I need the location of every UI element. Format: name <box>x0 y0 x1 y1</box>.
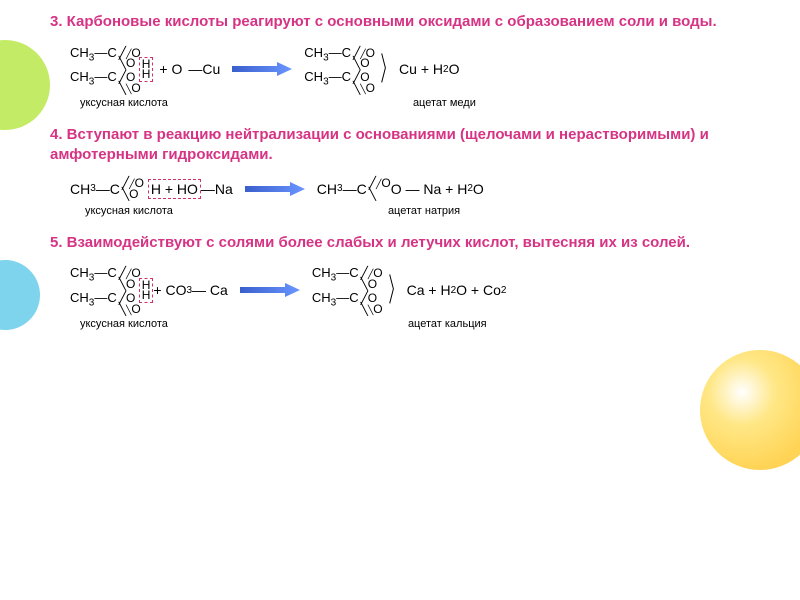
label-reactant: уксусная кислота <box>85 205 173 217</box>
section-3-title: 3. Карбоновые кислоты реагируют с основн… <box>50 12 770 32</box>
reaction-4: CH3—C ╱╱O╲O H + HO—Na CH3—C ╱╱O╲ O — Na … <box>70 178 770 199</box>
product-na-acetate: CH3—C ╱╱O╲ O — Na + H2O <box>317 178 484 199</box>
section-5-title: 5. Взаимодействуют с солями более слабых… <box>50 233 770 253</box>
bracket-icon: 〉 <box>381 57 394 83</box>
label-product: ацетат меди <box>413 97 476 109</box>
slide-content: 3. Карбоновые кислоты реагируют с основн… <box>0 0 800 356</box>
reaction-3: CH3—C╱╱O╲O CH3—C╱O╲╲O HH + O—Cu CH3—C╱╱O… <box>70 46 770 94</box>
boxed-plus-carbonate: HH + CO3— Ca <box>141 278 228 304</box>
labels-4: уксусная кислота ацетат натрия <box>70 205 770 217</box>
bg-circle-yellow <box>700 350 800 470</box>
section-4-title: 4. Вступают в реакцию нейтрализации с ос… <box>50 125 770 164</box>
label-product: ацетат кальция <box>408 318 487 330</box>
product-acetate-cu: CH3—C╱╱O╲O CH3—C╱O╲╲O <box>304 46 375 94</box>
label-reactant: уксусная кислота <box>80 318 168 330</box>
reactant-acetic-pair-2: CH3—C╱╱O╲O CH3—C╱O╲╲O <box>70 266 141 314</box>
oxide-metal: Cu <box>202 61 220 77</box>
labels-5: уксусная кислота ацетат кальция <box>70 318 770 330</box>
label-product: ацетат натрия <box>388 205 460 217</box>
product-tail-5: Ca + H2O + Co2 <box>407 282 507 298</box>
labels-3: уксусная кислота ацетат меди <box>70 97 770 109</box>
product-tail: Cu + H2O <box>399 61 459 77</box>
boxed-plus-oxide: HH + O—Cu <box>141 57 221 83</box>
reactant-acetic-pair: CH3—C╱╱O╲O CH3—C╱O╲╲O <box>70 46 141 94</box>
arrow-icon <box>240 283 300 297</box>
acetic-single: CH3—C ╱╱O╲O H + HO—Na <box>70 178 233 199</box>
reaction-5: CH3—C╱╱O╲O CH3—C╱O╲╲O HH + CO3— Ca CH3—C… <box>70 266 770 314</box>
arrow-icon <box>232 62 292 76</box>
label-reactant: уксусная кислота <box>80 97 168 109</box>
product-acetate-ca: CH3—C╱╱O╲O CH3—C╱O╲╲O <box>312 266 383 314</box>
arrow-icon <box>245 182 305 196</box>
bracket-icon: 〉 <box>388 278 401 304</box>
